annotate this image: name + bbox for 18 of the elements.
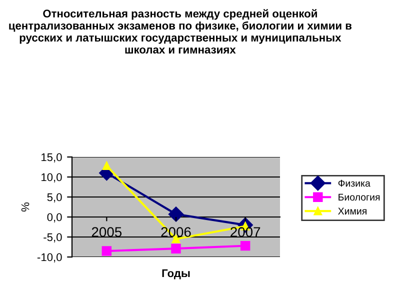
y-tick-label: -5,0 — [44, 233, 62, 242]
point — [102, 162, 111, 170]
y-tick-label: 10,0 — [42, 173, 62, 182]
point — [168, 206, 184, 222]
x-tick-label: 2007 — [230, 227, 260, 237]
legend-label: Физика — [338, 180, 370, 187]
chart-title: Относительная разность между средней оценкой централизованных экзаменов по физике, биологии и химии в русских и латышских государственных и муниципальных школах и гимназиях — [9, 9, 352, 54]
y-tick-label: 0,0 — [47, 213, 62, 222]
point — [240, 240, 250, 251]
legend-label: Биология — [338, 194, 380, 201]
y-tick-label: -10,0 — [37, 253, 62, 262]
y-tick-label: 5,0 — [47, 193, 62, 202]
point — [171, 244, 181, 254]
legend-label: Химия — [338, 208, 366, 214]
x-axis-title: Годы — [162, 269, 190, 280]
point — [102, 246, 112, 256]
y-axis-title: % — [21, 202, 30, 212]
y-tick-label: 15,0 — [42, 153, 62, 162]
